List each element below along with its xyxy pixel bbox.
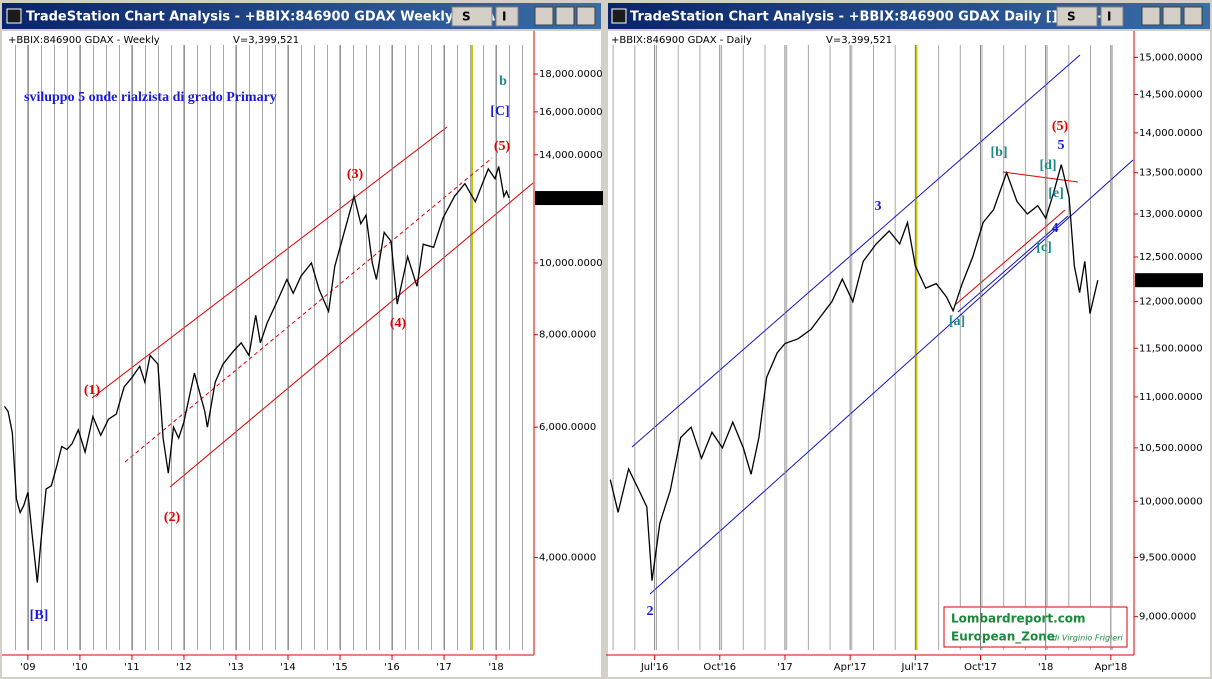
close-button[interactable] xyxy=(576,6,596,26)
x-tick-label: '13 xyxy=(228,662,243,673)
i-button-label[interactable]: I xyxy=(502,10,506,24)
i-button[interactable] xyxy=(1100,6,1124,27)
wave-annotation: (5) xyxy=(494,139,511,154)
wave-annotation: b xyxy=(499,74,507,89)
price-line xyxy=(609,164,1099,581)
y-tick-label: 9,000.0000 xyxy=(1139,612,1196,623)
x-tick-label: '16 xyxy=(384,662,399,673)
wave-annotation: [B] xyxy=(30,608,49,623)
minimize-button[interactable] xyxy=(1141,6,1161,26)
trendline xyxy=(649,159,1134,595)
y-tick-label: 16,000.0000 xyxy=(539,107,603,118)
trendline xyxy=(631,54,1081,448)
y-tick-label: 4,000.0000 xyxy=(539,553,596,564)
wave-annotation: [c] xyxy=(1036,240,1052,255)
y-tick-label: 18,000.0000 xyxy=(539,69,603,80)
s-button-label[interactable]: S xyxy=(462,10,471,24)
s-button[interactable] xyxy=(1056,6,1098,27)
wave-annotation: [a] xyxy=(949,314,965,329)
y-tick-label: 13,500.0000 xyxy=(1139,168,1203,179)
y-tick-label: 8,000.0000 xyxy=(539,330,596,341)
x-tick-label: '17 xyxy=(436,662,451,673)
y-tick-label: 13,000.0000 xyxy=(1139,209,1203,220)
x-tick-label: '12 xyxy=(176,662,191,673)
y-tick-label: 12,500.0000 xyxy=(1139,252,1203,263)
grid-pattern xyxy=(609,45,1133,650)
x-tick-label: Oct'16 xyxy=(703,662,736,673)
watermark: di Virginio Frigieri xyxy=(1052,634,1123,643)
wave-annotation: 5 xyxy=(1058,138,1065,153)
s-button-label[interactable]: S xyxy=(1067,10,1076,24)
y-tick-label: 11,000.0000 xyxy=(1139,392,1203,403)
minimize-button[interactable] xyxy=(534,6,554,26)
last-price-box xyxy=(1135,273,1203,288)
maximize-button[interactable] xyxy=(555,6,575,26)
y-tick-label: 10,000.0000 xyxy=(1139,496,1203,507)
wave-annotation: [b] xyxy=(990,145,1007,160)
y-tick-label: 6,000.0000 xyxy=(539,422,596,433)
y-tick-label: 14,500.0000 xyxy=(1139,89,1203,100)
wave-annotation: 4 xyxy=(1052,221,1059,236)
wave-annotation: (1) xyxy=(84,383,101,398)
close-button[interactable] xyxy=(1183,6,1203,26)
wave-annotation: (3) xyxy=(347,167,364,182)
x-tick-label: '18 xyxy=(1038,662,1053,673)
wave-annotation: (2) xyxy=(164,510,181,525)
x-tick-label: '11 xyxy=(124,662,139,673)
wave-annotation: [d] xyxy=(1039,158,1056,173)
wave-annotation: 3 xyxy=(875,199,882,214)
x-tick-label: '14 xyxy=(280,662,295,673)
last-price-label: 12,237.7402 xyxy=(538,193,602,204)
x-tick-label: '18 xyxy=(488,662,503,673)
wave-annotation: [e] xyxy=(1048,186,1064,201)
chart-subtitle: +BBIX:846900 GDAX - Daily xyxy=(611,35,752,46)
y-tick-label: 10,000.0000 xyxy=(539,258,603,269)
grid-pattern xyxy=(5,45,533,650)
x-tick-label: '15 xyxy=(332,662,347,673)
y-tick-label: 10,500.0000 xyxy=(1139,443,1203,454)
window-title: TradeStation Chart Analysis - +BBIX:8469… xyxy=(630,10,1118,25)
i-button-label[interactable]: I xyxy=(1107,10,1111,24)
x-tick-label: '17 xyxy=(777,662,792,673)
x-tick-label: Oct'17 xyxy=(964,662,997,673)
s-button[interactable] xyxy=(451,6,493,27)
x-tick-label: Apr'18 xyxy=(1094,662,1127,673)
y-tick-label: 14,000.0000 xyxy=(1139,128,1203,139)
wave-annotation: sviluppo 5 onde rialzista di grado Prima… xyxy=(24,90,277,105)
x-tick-label: '10 xyxy=(72,662,87,673)
app-icon xyxy=(611,8,627,24)
y-tick-label: 12,000.0000 xyxy=(1139,297,1203,308)
y-tick-label: 11,500.0000 xyxy=(1139,343,1203,354)
window-title: TradeStation Chart Analysis - +BBIX:8469… xyxy=(26,10,510,25)
trendline xyxy=(91,126,448,399)
volume-label: V=3,399,521 xyxy=(233,35,299,46)
x-tick-label: Jul'16 xyxy=(640,662,669,673)
y-tick-label: 14,000.0000 xyxy=(539,150,603,161)
last-price-label: 12,237.7402 xyxy=(1138,275,1202,286)
chart-subtitle: +BBIX:846900 GDAX - Weekly xyxy=(8,35,160,46)
y-tick-label: 15,000.0000 xyxy=(1139,52,1203,63)
x-tick-label: '09 xyxy=(20,662,35,673)
wave-annotation: (4) xyxy=(390,316,407,331)
x-tick-label: Apr'17 xyxy=(834,662,867,673)
trendline xyxy=(954,209,1066,306)
last-price-box xyxy=(535,191,603,206)
wave-annotation: 2 xyxy=(647,604,654,619)
price-line xyxy=(3,166,510,583)
i-button[interactable] xyxy=(495,6,519,27)
y-tick-label: 9,500.0000 xyxy=(1139,552,1196,563)
trendline xyxy=(169,182,534,488)
app-icon xyxy=(6,8,22,24)
watermark: Lombardreport.com xyxy=(951,612,1086,626)
maximize-button[interactable] xyxy=(1162,6,1182,26)
wave-annotation: (5) xyxy=(1052,119,1069,134)
x-tick-label: Jul'17 xyxy=(901,662,930,673)
watermark-box xyxy=(943,606,1128,648)
wave-annotation: [C] xyxy=(490,104,509,119)
volume-label: V=3,399,521 xyxy=(826,35,892,46)
watermark: European_Zone xyxy=(951,630,1055,645)
trendline xyxy=(957,215,1069,313)
